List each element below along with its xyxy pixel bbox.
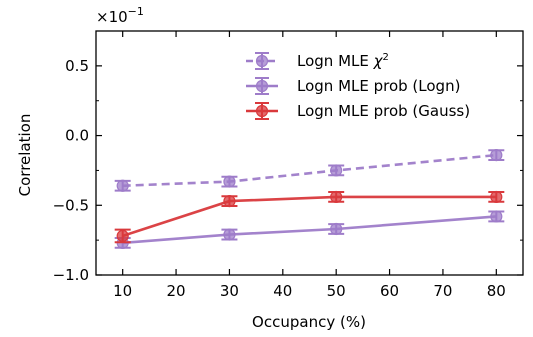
legend-item: Logn MLE χ2 — [246, 52, 389, 70]
data-point — [490, 210, 503, 223]
legend-marker — [255, 79, 269, 93]
plot-frame — [95, 30, 524, 276]
data-point — [490, 148, 503, 162]
series-2 — [114, 210, 505, 250]
series-line — [122, 153, 497, 188]
legend-item: Logn MLE prob (Logn) — [246, 77, 460, 95]
x-tick-label: 20 — [167, 282, 186, 300]
x-axis-label: Occupancy (%) — [252, 313, 366, 331]
series-1 — [114, 148, 505, 192]
series-3 — [114, 190, 505, 244]
data-point — [330, 190, 343, 204]
x-tick-label: 30 — [220, 282, 239, 300]
legend-item: Logn MLE prob (Gauss) — [246, 102, 470, 120]
x-tick-label: 80 — [487, 282, 506, 300]
legend: Logn MLE χ2 Logn MLE prob (Logn) Logn MLE … — [246, 52, 470, 120]
y-tick-label: −0.5 — [53, 196, 89, 214]
legend-marker — [255, 104, 269, 118]
y-tick-label: 0.0 — [65, 127, 89, 145]
legend-label: Logn MLE prob (Logn) — [297, 77, 460, 95]
x-tick-label: 60 — [380, 282, 399, 300]
data-point — [330, 222, 343, 236]
data-point — [116, 229, 129, 243]
data-marks — [114, 148, 505, 250]
x-tick-label: 40 — [273, 282, 292, 300]
legend-label: Logn MLE χ2 — [297, 52, 389, 70]
y-multiplier: ×10−1 — [96, 5, 144, 26]
x-tick-label: 10 — [113, 282, 132, 300]
data-point — [490, 190, 503, 204]
data-point — [330, 164, 343, 177]
axes: 10 20 30 40 50 60 70 80 −1.0 −0.5 0.0 0.5 — [53, 30, 523, 300]
y-axis-label: Correlation — [16, 114, 34, 197]
x-tick-label: 70 — [433, 282, 452, 300]
y-multiplier-base: ×10 — [96, 8, 128, 26]
series-line — [122, 215, 497, 245]
legend-label: Logn MLE prob (Gauss) — [297, 102, 470, 120]
data-point — [223, 195, 236, 208]
series-line — [122, 195, 497, 238]
data-point — [116, 179, 129, 192]
y-tick-label: −1.0 — [53, 266, 89, 284]
y-multiplier-exponent: −1 — [128, 5, 144, 18]
data-point — [223, 175, 236, 188]
x-tick-label: 50 — [327, 282, 346, 300]
legend-marker — [255, 54, 269, 68]
data-point — [223, 228, 236, 241]
y-tick-label: 0.5 — [65, 57, 89, 75]
